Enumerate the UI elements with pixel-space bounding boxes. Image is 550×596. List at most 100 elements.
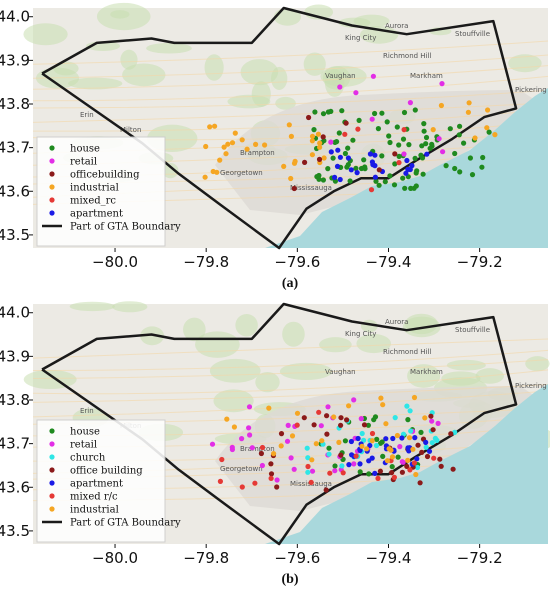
- map-point-mixed: [239, 484, 245, 490]
- map-point-retail: [259, 462, 265, 469]
- map-point-apartment: [367, 151, 373, 157]
- y-tick-label: 43.7: [0, 139, 30, 157]
- vegetation-patch: [275, 96, 296, 110]
- map-point-retail: [399, 459, 405, 465]
- legend-marker-mixed: [49, 493, 55, 499]
- map-point-retail: [285, 422, 291, 428]
- map-point-house: [413, 170, 419, 176]
- legend-label: officebuilding: [70, 170, 140, 181]
- map-point-retail: [318, 423, 324, 429]
- map-point-industrial: [410, 446, 416, 452]
- place-label: Vaughan: [325, 72, 356, 80]
- map-point-officebuilding: [268, 471, 275, 477]
- map-point-retail: [401, 151, 407, 157]
- map-point-retail: [435, 420, 441, 426]
- map-point-retail: [332, 468, 338, 474]
- map-point-mixed: [368, 187, 375, 193]
- place-label: Erin: [80, 407, 94, 415]
- place-label: Aurora: [385, 22, 408, 30]
- map-point-house: [391, 182, 398, 188]
- map-point-officebuilding: [448, 431, 454, 437]
- map-point-church: [429, 440, 435, 446]
- road-line: [32, 102, 549, 123]
- map-point-retail: [249, 445, 255, 451]
- map-point-industrial: [221, 144, 227, 150]
- map-point-officebuilding: [344, 417, 350, 423]
- map-point-industrial: [278, 443, 284, 449]
- legend: house retail church office building apartmen…: [36, 419, 181, 543]
- map-point-officebuilding: [324, 431, 330, 437]
- map-point-officebuilding: [430, 427, 436, 433]
- vegetation-patch: [404, 313, 438, 335]
- map-point-house: [320, 111, 327, 117]
- map-point-house: [456, 132, 462, 138]
- map-point-house: [408, 185, 414, 191]
- map-point-retail: [440, 149, 446, 155]
- map-point-house: [400, 136, 407, 142]
- legend-marker-apartment: [49, 480, 55, 486]
- map-point-officebuilding: [417, 480, 423, 486]
- map-point-house: [387, 139, 393, 146]
- map-point-church: [407, 408, 413, 414]
- map-point-mixed: [431, 455, 437, 461]
- map-point-industrial: [210, 168, 216, 175]
- x-tick-label: −79.6: [274, 253, 320, 271]
- map-point-house: [339, 108, 345, 114]
- map-point-officebuilding: [450, 466, 456, 472]
- y-tick-label: 43.5: [0, 226, 30, 244]
- map-point-retail: [407, 100, 413, 106]
- map-point-mixed: [353, 453, 359, 459]
- map-point-apartment: [412, 435, 418, 441]
- map-point-industrial: [271, 451, 277, 457]
- x-tick-label: −79.6: [274, 549, 320, 567]
- map-point-house: [396, 153, 402, 159]
- map-point-house: [457, 123, 463, 129]
- map-point-church: [414, 464, 421, 471]
- map-point-house: [447, 126, 453, 132]
- vegetation-patch: [209, 358, 261, 383]
- map-point-apartment: [328, 149, 334, 155]
- vegetation-patch: [112, 301, 148, 313]
- x-tick-label: −79.4: [366, 549, 412, 567]
- place-label: Brampton: [240, 445, 275, 453]
- map-point-church: [304, 445, 310, 451]
- map-point-industrial: [231, 424, 237, 430]
- map-point-retail: [369, 116, 375, 122]
- map-point-industrial: [223, 151, 229, 157]
- map-point-industrial: [313, 441, 319, 447]
- map-point-apartment: [367, 442, 373, 449]
- map-point-house: [325, 166, 331, 172]
- map-point-retail: [209, 441, 216, 447]
- x-tick-label: −79.8: [183, 253, 229, 271]
- place-label: Stouffville: [455, 326, 490, 334]
- map-point-house: [406, 142, 412, 148]
- place-label: Aurora: [385, 318, 408, 326]
- map-point-church: [404, 403, 410, 409]
- map-point-apartment: [372, 152, 378, 158]
- map-point-officebuilding: [389, 470, 395, 476]
- legend-box: [36, 136, 166, 247]
- vegetation-patch: [319, 337, 352, 353]
- legend-label: church: [70, 453, 106, 464]
- map-point-house: [405, 417, 411, 423]
- map-point-officebuilding: [258, 450, 264, 457]
- map-point-industrial: [225, 141, 231, 147]
- map-point-mixed: [375, 475, 381, 481]
- map-point-apartment: [372, 174, 378, 180]
- map-point-industrial: [229, 140, 236, 146]
- legend-label: office building: [70, 466, 143, 477]
- map-point-industrial: [484, 125, 490, 131]
- place-label: Brampton: [240, 149, 275, 157]
- vegetation-patch: [69, 301, 115, 312]
- place-label: King City: [345, 34, 376, 42]
- map-point-house: [457, 169, 463, 175]
- map-point-industrial: [378, 395, 384, 401]
- map-point-officebuilding: [291, 185, 297, 192]
- map-point-industrial: [289, 433, 296, 439]
- legend-marker-officebuilding: [49, 171, 55, 177]
- map-point-industrial: [430, 127, 436, 133]
- map-point-officebuilding: [437, 456, 443, 462]
- map-point-industrial: [380, 402, 386, 408]
- map-point-apartment: [407, 166, 413, 173]
- map-point-house: [361, 157, 367, 163]
